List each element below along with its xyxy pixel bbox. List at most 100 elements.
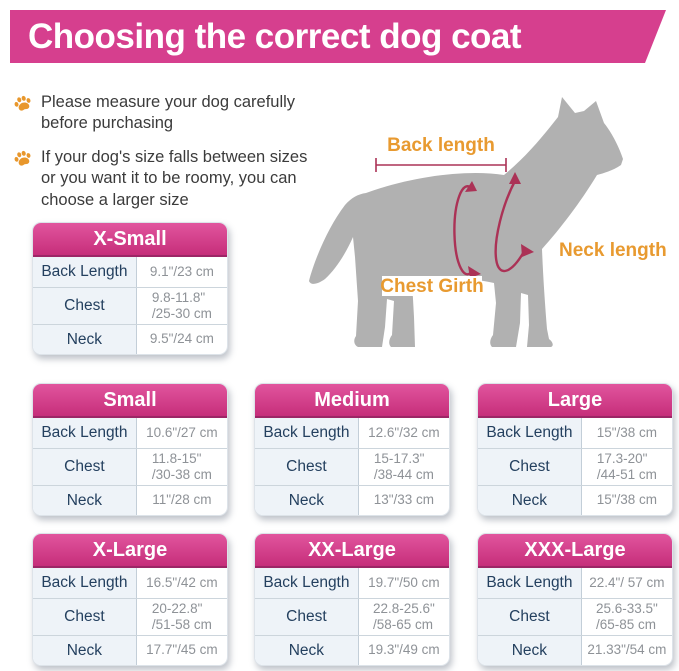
size-name: XXX-Large: [524, 538, 626, 561]
table-row: Back Length 9.1"/23 cm: [33, 257, 227, 287]
size-name: X-Small: [93, 227, 167, 250]
table-row: Neck 21.33"/54 cm: [478, 635, 672, 665]
row-value: 15-17.3" /38-44 cm: [357, 449, 449, 485]
title-banner: Choosing the correct dog coat: [10, 10, 666, 63]
row-label: Back Length: [33, 568, 136, 598]
row-label: Chest: [33, 288, 136, 324]
row-label: Neck: [33, 325, 136, 354]
table-row: Neck 9.5"/24 cm: [33, 324, 227, 354]
table-row: Chest 17.3-20" /44-51 cm: [478, 448, 672, 485]
size-name: X-Large: [92, 538, 168, 561]
table-row: Back Length 10.6"/27 cm: [33, 418, 227, 448]
row-label: Neck: [255, 636, 358, 665]
back-length-measure-line: [375, 158, 507, 172]
chest-girth-label: Chest Girth: [380, 276, 483, 297]
size-table-header: Small: [33, 384, 227, 418]
table-row: Chest 22.8-25.6" /58-65 cm: [255, 598, 449, 635]
row-value: 20-22.8" /51-58 cm: [135, 599, 227, 635]
size-table-header: X-Small: [33, 223, 227, 257]
row-value: 9.1"/23 cm: [135, 257, 227, 287]
row-value: 19.3"/49 cm: [357, 636, 449, 665]
size-table-header: Large: [478, 384, 672, 418]
row-value: 17.7"/45 cm: [135, 636, 227, 665]
table-row: Back Length 22.4"/ 57 cm: [478, 568, 672, 598]
row-value: 25.6-33.5" /65-85 cm: [580, 599, 672, 635]
size-table-small: Small Back Length 10.6"/27 cm Chest 11.8…: [32, 383, 228, 516]
neck-length-label: Neck length: [559, 240, 667, 261]
row-value: 19.7"/50 cm: [357, 568, 449, 598]
row-label: Chest: [478, 449, 581, 485]
measure-note-text: Please measure your dog carefully before…: [41, 93, 296, 133]
row-value: 10.6"/27 cm: [135, 418, 227, 448]
size-name: Large: [547, 388, 603, 411]
page-title: Choosing the correct dog coat: [28, 16, 522, 56]
row-label: Chest: [478, 599, 581, 635]
table-row: Neck 15"/38 cm: [478, 485, 672, 515]
size-table-header: Medium: [255, 384, 449, 418]
row-value: 15"/38 cm: [580, 418, 672, 448]
table-row: Back Length 16.5"/42 cm: [33, 568, 227, 598]
row-label: Back Length: [478, 568, 581, 598]
row-value: 12.6"/32 cm: [357, 418, 449, 448]
row-label: Back Length: [255, 568, 358, 598]
table-row: Neck 11"/28 cm: [33, 485, 227, 515]
size-name: XX-Large: [308, 538, 396, 561]
row-value: 22.8-25.6" /58-65 cm: [357, 599, 449, 635]
sizing-note-text: If your dog's size falls between sizes o…: [41, 148, 308, 209]
table-row: Chest 20-22.8" /51-58 cm: [33, 598, 227, 635]
row-label: Back Length: [33, 418, 136, 448]
row-label: Back Length: [33, 257, 136, 287]
sizing-note: If your dog's size falls between sizes o…: [13, 147, 325, 211]
paw-icon: [14, 95, 31, 111]
chest-girth-arc: [453, 181, 481, 278]
row-label: Neck: [255, 486, 358, 515]
row-value: 11"/28 cm: [135, 486, 227, 515]
row-label: Neck: [478, 486, 581, 515]
table-row: Back Length 12.6"/32 cm: [255, 418, 449, 448]
row-label: Neck: [478, 636, 581, 665]
size-table-header: XX-Large: [255, 534, 449, 568]
table-row: Back Length 15"/38 cm: [478, 418, 672, 448]
size-table-x-small: X-Small Back Length 9.1"/23 cm Chest 9.8…: [32, 222, 228, 355]
back-length-label: Back length: [387, 135, 495, 156]
row-value: 16.5"/42 cm: [135, 568, 227, 598]
row-value: 9.8-11.8" /25-30 cm: [135, 288, 227, 324]
table-row: Back Length 19.7"/50 cm: [255, 568, 449, 598]
row-label: Chest: [33, 449, 136, 485]
row-value: 22.4"/ 57 cm: [580, 568, 672, 598]
size-table-x-large: X-Large Back Length 16.5"/42 cm Chest 20…: [32, 533, 228, 666]
row-label: Neck: [33, 486, 136, 515]
row-value: 11.8-15" /30-38 cm: [135, 449, 227, 485]
measure-note: Please measure your dog carefully before…: [13, 92, 325, 135]
size-table-xxx-large: XXX-Large Back Length 22.4"/ 57 cm Chest…: [477, 533, 673, 666]
size-name: Small: [103, 388, 157, 411]
size-table-large: Large Back Length 15"/38 cm Chest 17.3-2…: [477, 383, 673, 516]
row-value: 13"/33 cm: [357, 486, 449, 515]
row-label: Chest: [255, 449, 358, 485]
neck-length-arc: [494, 172, 534, 273]
row-value: 21.33"/54 cm: [580, 636, 672, 665]
row-label: Back Length: [478, 418, 581, 448]
size-table-xx-large: XX-Large Back Length 19.7"/50 cm Chest 2…: [254, 533, 450, 666]
size-name: Medium: [314, 388, 390, 411]
table-row: Neck 19.3"/49 cm: [255, 635, 449, 665]
paw-icon: [14, 150, 31, 166]
chest-girth-label-bg: [382, 276, 482, 296]
table-row: Chest 15-17.3" /38-44 cm: [255, 448, 449, 485]
table-row: Chest 9.8-11.8" /25-30 cm: [33, 287, 227, 324]
table-row: Neck 13"/33 cm: [255, 485, 449, 515]
size-table-header: XXX-Large: [478, 534, 672, 568]
row-label: Back Length: [255, 418, 358, 448]
table-row: Neck 17.7"/45 cm: [33, 635, 227, 665]
size-table-header: X-Large: [33, 534, 227, 568]
dog-measurement-diagram: Back length Chest Girth Neck length: [309, 97, 667, 347]
row-label: Chest: [33, 599, 136, 635]
table-row: Chest 11.8-15" /30-38 cm: [33, 448, 227, 485]
row-label: Neck: [33, 636, 136, 665]
row-value: 15"/38 cm: [580, 486, 672, 515]
row-value: 17.3-20" /44-51 cm: [580, 449, 672, 485]
table-row: Chest 25.6-33.5" /65-85 cm: [478, 598, 672, 635]
row-label: Chest: [255, 599, 358, 635]
row-value: 9.5"/24 cm: [135, 325, 227, 354]
